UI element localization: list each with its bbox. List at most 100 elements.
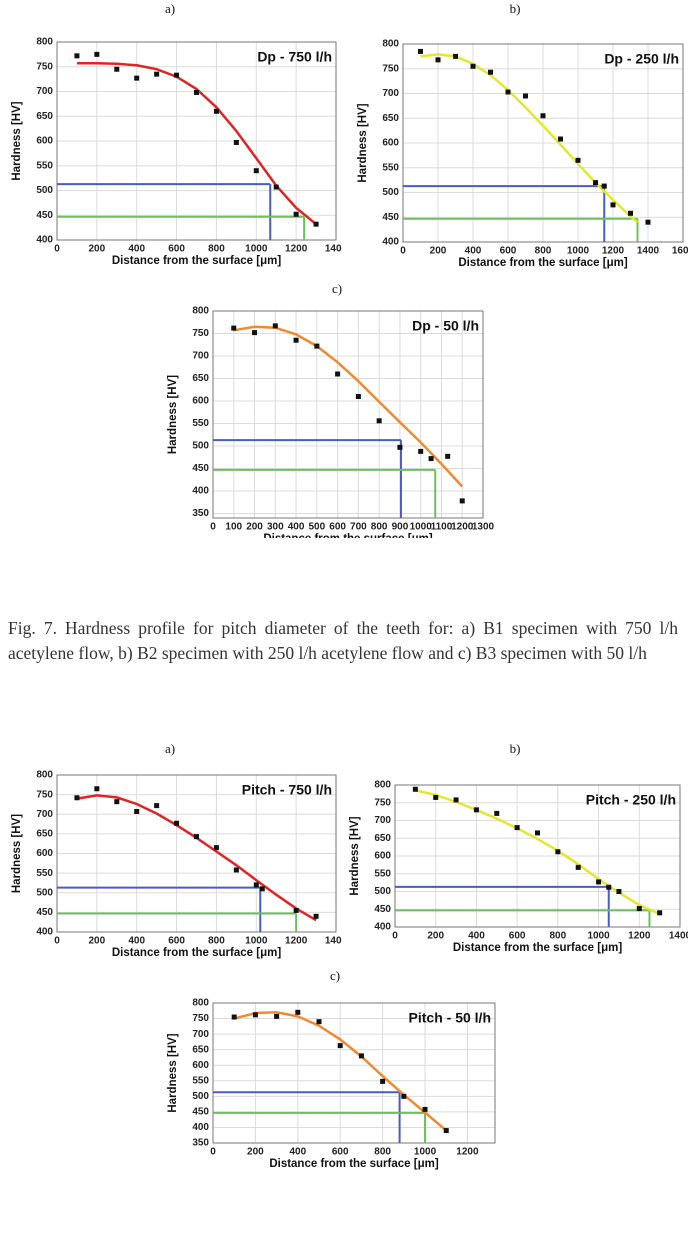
y-axis-label: Hardness [HV] [11, 101, 23, 180]
data-point [412, 786, 418, 792]
data-point [253, 168, 259, 174]
chart-title: Pitch - 750 l/h [242, 782, 332, 798]
data-point [473, 807, 479, 813]
data-point [259, 886, 265, 892]
data-point [418, 48, 423, 54]
data-point [94, 786, 100, 792]
chart-title: Pitch - 50 l/h [409, 1010, 491, 1026]
x-tick-label: 900 [392, 522, 409, 533]
y-tick-label: 600 [36, 848, 53, 859]
data-point [401, 1093, 407, 1099]
y-tick-label: 750 [36, 61, 53, 72]
data-point [213, 845, 219, 851]
y-tick-label: 750 [192, 328, 209, 339]
y-tick-label: 450 [382, 212, 399, 223]
chart-title: Pitch - 250 l/h [586, 792, 676, 808]
data-point [535, 830, 540, 836]
data-point [628, 210, 633, 216]
data-point [313, 221, 319, 227]
y-tick-label: 500 [192, 1091, 209, 1102]
data-point [293, 337, 299, 343]
fit-curve [233, 325, 464, 488]
y-tick-label: 550 [36, 160, 53, 171]
y-tick-label: 700 [382, 88, 399, 99]
data-point [433, 794, 439, 800]
x-tick-label: 800 [535, 246, 552, 257]
y-tick-label: 400 [192, 486, 209, 497]
data-point [558, 136, 563, 142]
data-point [428, 456, 434, 462]
y-axis-label: Hardness [HV] [357, 103, 369, 182]
data-point [252, 1012, 258, 1018]
x-axis-label: Distance from the surface [μm] [112, 255, 282, 267]
y-tick-label: 400 [192, 1122, 209, 1133]
x-tick-label: 0 [54, 244, 60, 255]
data-point [555, 849, 561, 855]
fit-curve [76, 62, 317, 226]
y-tick-label: 750 [192, 1013, 209, 1024]
panel-label: b) [510, 741, 521, 756]
x-tick-label: 200 [247, 1147, 264, 1158]
data-point [94, 51, 100, 57]
data-point [74, 795, 80, 801]
chart: 400 450 500 550 600 650 700 750 800 0 200 400 600 800… [11, 770, 342, 959]
data-point [435, 57, 441, 63]
y-tick-label: 650 [192, 373, 209, 384]
y-tick-label: 500 [36, 887, 53, 898]
data-point [313, 913, 319, 919]
x-tick-label: 1000 [587, 931, 610, 942]
data-point [273, 184, 279, 190]
x-tick-label: 800 [371, 522, 388, 533]
plot-frame [394, 784, 681, 928]
x-tick-label: 700 [350, 522, 367, 533]
chart: 350 400 450 500 550 600 650 700 750 800 0 200 400 600… [167, 998, 496, 1170]
data-point [397, 444, 403, 450]
x-tick-label: 600 [500, 246, 517, 257]
x-tick-label: 0 [392, 931, 398, 942]
chart: 350 400 450 500 550 600 650 700 750 800 0 100 200 300… [167, 306, 495, 538]
data-point [114, 799, 120, 805]
x-tick-label: 400 [288, 522, 305, 533]
y-tick-label: 400 [36, 927, 53, 938]
x-axis-label: Distance from the surface [μm] [458, 257, 628, 269]
data-point [274, 1013, 280, 1019]
y-tick-label: 550 [36, 868, 53, 879]
data-point [505, 89, 511, 95]
data-point [314, 343, 320, 349]
data-point [376, 418, 382, 424]
y-tick-label: 800 [192, 306, 209, 317]
data-point [252, 330, 258, 336]
data-point [337, 1043, 343, 1049]
x-tick-label: 600 [168, 244, 185, 255]
chart-title: Dp - 750 l/h [257, 49, 332, 65]
y-axis-label: Hardness [HV] [11, 814, 23, 893]
data-point [596, 879, 602, 885]
y-tick-label: 350 [192, 1138, 209, 1149]
y-tick-label: 750 [374, 797, 391, 808]
y-tick-label: 450 [36, 907, 53, 918]
y-tick-label: 800 [382, 39, 399, 50]
x-tick-label: 200 [89, 244, 106, 255]
y-tick-label: 350 [192, 508, 209, 519]
data-point [295, 1009, 301, 1015]
data-point [540, 113, 546, 119]
data-point [443, 1128, 449, 1134]
y-tick-label: 700 [36, 86, 53, 97]
fit-curve [233, 1011, 448, 1132]
x-tick-label: 400 [128, 244, 145, 255]
data-point [355, 394, 361, 399]
x-tick-label: 200 [89, 936, 106, 947]
x-tick-label: 1300 [472, 522, 495, 533]
data-point [134, 75, 140, 81]
data-point [453, 53, 458, 59]
data-point [575, 157, 581, 163]
x-tick-label: 600 [168, 936, 185, 947]
x-tick-label: 0 [400, 246, 406, 257]
x-tick-label: 600 [509, 931, 526, 942]
y-tick-label: 600 [382, 138, 399, 149]
x-tick-label: 1000 [245, 244, 268, 255]
plot-frame [212, 1002, 496, 1144]
data-point [293, 907, 299, 913]
y-tick-label: 600 [192, 1060, 209, 1071]
